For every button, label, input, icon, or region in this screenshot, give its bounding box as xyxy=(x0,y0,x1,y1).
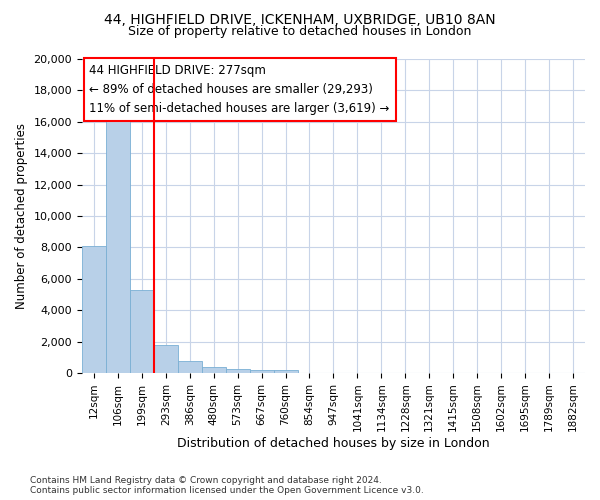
Bar xyxy=(250,370,274,373)
Bar xyxy=(202,368,226,373)
Bar xyxy=(226,368,250,373)
Text: 44 HIGHFIELD DRIVE: 277sqm
← 89% of detached houses are smaller (29,293)
11% of : 44 HIGHFIELD DRIVE: 277sqm ← 89% of deta… xyxy=(89,64,390,114)
Bar xyxy=(154,344,178,373)
Text: Contains HM Land Registry data © Crown copyright and database right 2024.
Contai: Contains HM Land Registry data © Crown c… xyxy=(30,476,424,495)
Bar xyxy=(130,290,154,373)
X-axis label: Distribution of detached houses by size in London: Distribution of detached houses by size … xyxy=(177,437,490,450)
Y-axis label: Number of detached properties: Number of detached properties xyxy=(15,123,28,309)
Bar xyxy=(178,361,202,373)
Text: 44, HIGHFIELD DRIVE, ICKENHAM, UXBRIDGE, UB10 8AN: 44, HIGHFIELD DRIVE, ICKENHAM, UXBRIDGE,… xyxy=(104,12,496,26)
Bar xyxy=(82,246,106,373)
Bar xyxy=(274,370,298,373)
Bar xyxy=(106,114,130,373)
Text: Size of property relative to detached houses in London: Size of property relative to detached ho… xyxy=(128,25,472,38)
